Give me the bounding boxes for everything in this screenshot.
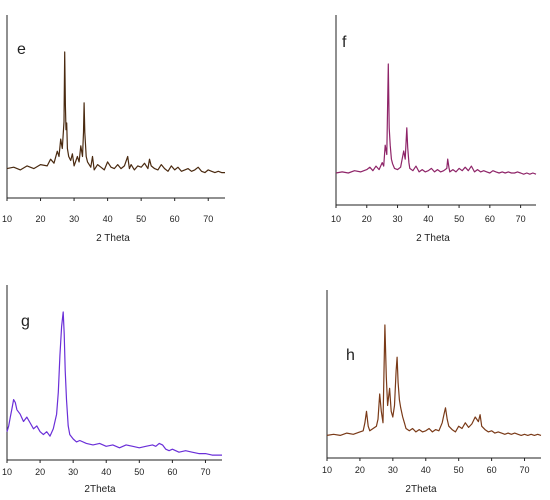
panel-g-tick-label-50: 50 xyxy=(134,467,144,477)
panel-e-trace xyxy=(6,51,225,174)
panel-g-ticks: 10 20 30 40 50 60 70 xyxy=(2,460,210,477)
panel-h-tick-label-40: 40 xyxy=(421,465,431,475)
panel-g-tick-label-40: 40 xyxy=(101,467,111,477)
panel-f-tick-label-60: 60 xyxy=(485,214,495,224)
panel-e-letter: e xyxy=(17,41,26,58)
panel-g-axes xyxy=(6,285,222,461)
panel-g-trace xyxy=(6,311,222,456)
panel-g-tick-label-60: 60 xyxy=(167,467,177,477)
panel-e: e 10 20 30 40 50 60 70 2 Theta xyxy=(2,15,225,244)
panel-h-tick-label-60: 60 xyxy=(487,465,497,475)
panel-h-letter: h xyxy=(346,347,355,364)
panel-g-tick-label-20: 20 xyxy=(35,467,45,477)
panel-e-ticks: 10 20 30 40 50 60 70 xyxy=(2,198,213,224)
panel-f-xlabel: 2 Theta xyxy=(416,233,450,244)
panel-h-ticks: 10 20 30 40 50 60 70 xyxy=(322,458,530,475)
panel-e-tick-label-50: 50 xyxy=(136,214,146,224)
panel-h: h 10 20 30 40 50 60 70 2Theta xyxy=(322,290,542,495)
panel-f: f 10 20 30 40 50 60 70 2 Theta xyxy=(331,15,537,244)
panel-f-ticks: 10 20 30 40 50 60 70 xyxy=(331,205,526,224)
panel-h-tick-label-30: 30 xyxy=(388,465,398,475)
panel-h-tick-label-20: 20 xyxy=(355,465,365,475)
panel-g-tick-label-10: 10 xyxy=(2,467,12,477)
panel-g-xlabel: 2Theta xyxy=(84,484,116,495)
panel-e-tick-label-40: 40 xyxy=(103,214,113,224)
panel-f-tick-label-70: 70 xyxy=(516,214,526,224)
panel-h-xlabel: 2Theta xyxy=(405,484,437,495)
panel-h-tick-label-50: 50 xyxy=(454,465,464,475)
panel-h-trace xyxy=(326,324,542,436)
panel-f-trace xyxy=(335,63,537,175)
panel-e-tick-label-60: 60 xyxy=(170,214,180,224)
panel-h-tick-label-70: 70 xyxy=(520,465,530,475)
panel-g-tick-label-30: 30 xyxy=(68,467,78,477)
panel-e-tick-label-30: 30 xyxy=(69,214,79,224)
panel-f-tick-label-10: 10 xyxy=(331,214,341,224)
panel-f-axes xyxy=(335,15,536,206)
panel-f-tick-label-50: 50 xyxy=(454,214,464,224)
panel-g: g 10 20 30 40 50 60 70 2Theta xyxy=(2,285,222,495)
panel-g-tick-label-70: 70 xyxy=(200,467,210,477)
panel-f-letter: f xyxy=(342,34,347,51)
panel-g-letter: g xyxy=(21,313,30,330)
panel-e-tick-label-10: 10 xyxy=(2,214,12,224)
panel-f-tick-label-30: 30 xyxy=(393,214,403,224)
panel-h-tick-label-10: 10 xyxy=(322,465,332,475)
panel-f-tick-label-20: 20 xyxy=(362,214,372,224)
panel-e-xlabel: 2 Theta xyxy=(96,233,130,244)
panel-f-tick-label-40: 40 xyxy=(423,214,433,224)
panel-e-tick-label-70: 70 xyxy=(203,214,213,224)
panel-e-tick-label-20: 20 xyxy=(36,214,46,224)
